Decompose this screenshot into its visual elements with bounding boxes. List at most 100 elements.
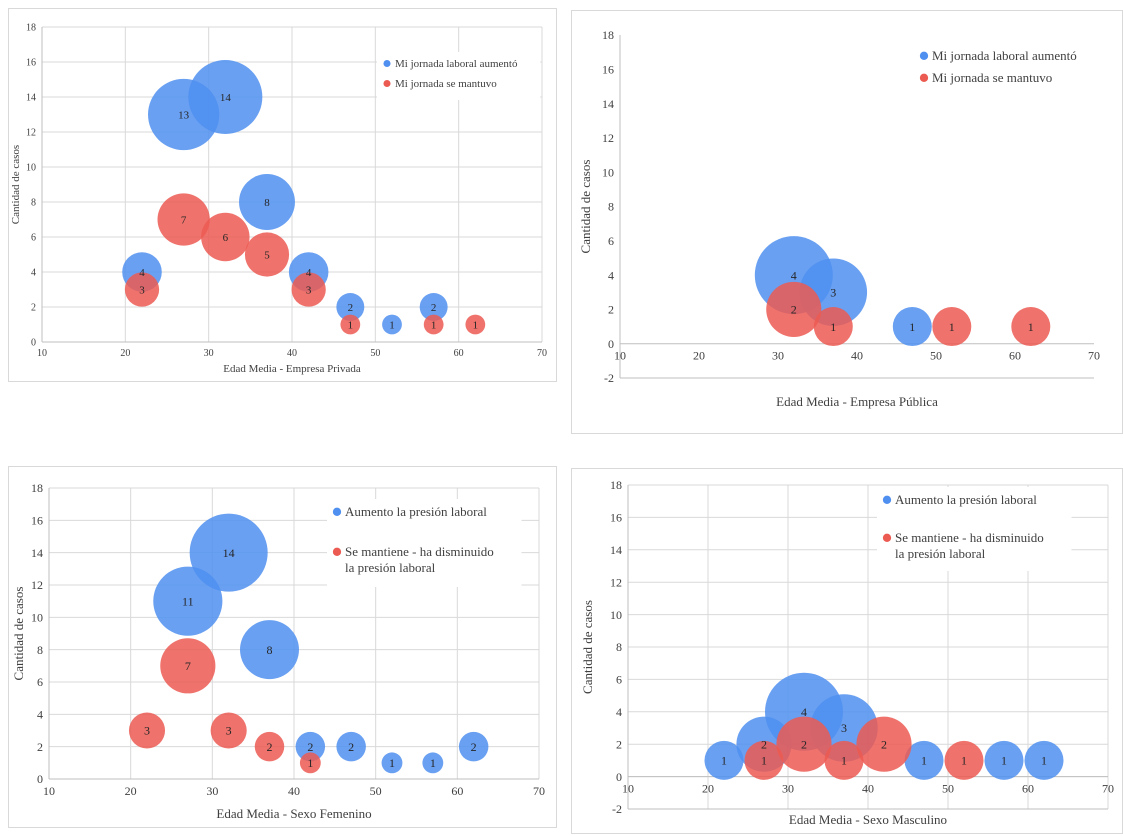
bubble-blue bbox=[1024, 740, 1064, 780]
data-label: 1 bbox=[430, 756, 436, 770]
data-label: 1 bbox=[761, 754, 767, 768]
data-label: 1 bbox=[1001, 754, 1007, 768]
data-label: 7 bbox=[181, 214, 187, 226]
bubble-red bbox=[291, 272, 326, 307]
bubble-blue bbox=[189, 513, 268, 592]
bubble-blue bbox=[458, 731, 489, 762]
data-label: 2 bbox=[791, 303, 797, 317]
y-tick-label: 10 bbox=[26, 163, 36, 174]
x-axis-title: Edad Media - Sexo Femenino bbox=[216, 806, 371, 821]
y-tick-label: 16 bbox=[610, 511, 622, 525]
x-tick-label: 60 bbox=[451, 784, 463, 798]
data-label: 2 bbox=[471, 740, 477, 754]
bubble-red bbox=[128, 712, 166, 749]
legend-background bbox=[327, 499, 522, 587]
data-label: 8 bbox=[267, 643, 273, 657]
data-label: 4 bbox=[791, 268, 797, 282]
y-tick-label: 0 bbox=[608, 337, 614, 351]
data-label: 2 bbox=[801, 737, 807, 751]
y-tick-label: 4 bbox=[31, 268, 36, 279]
x-tick-label: 50 bbox=[370, 784, 382, 798]
y-tick-label: 6 bbox=[31, 233, 36, 244]
y-tick-label: 18 bbox=[602, 28, 614, 42]
bubble-blue bbox=[419, 293, 448, 321]
chart-sexo-masculino: 10 20 30 40 50 60 70 -2 0 2 4 6 8 10 12 14 16 18 1 2 4 3 1 1 1 1 2… bbox=[571, 468, 1123, 834]
y-tick-label: 8 bbox=[37, 643, 43, 657]
legend-marker bbox=[919, 73, 929, 82]
data-label: 1 bbox=[909, 320, 915, 334]
data-label: 4 bbox=[801, 705, 807, 719]
data-label: 1 bbox=[841, 754, 847, 768]
y-tick-label: 18 bbox=[26, 23, 36, 34]
y-tick-label: 16 bbox=[31, 514, 43, 528]
data-label: 1 bbox=[721, 754, 727, 768]
x-tick-label: 40 bbox=[862, 782, 874, 796]
bubble-red bbox=[813, 307, 853, 347]
data-label: 4 bbox=[306, 267, 312, 279]
data-label: 4 bbox=[139, 267, 145, 279]
legend-label: Mi jornada laboral aumentó bbox=[395, 58, 518, 70]
y-tick-label: 4 bbox=[608, 268, 614, 282]
bubble-blue bbox=[188, 60, 263, 134]
data-label: 2 bbox=[348, 740, 354, 754]
bubble-red bbox=[244, 232, 290, 277]
x-tick-label: 40 bbox=[287, 348, 297, 359]
data-label: 2 bbox=[881, 737, 887, 751]
bubble-blue bbox=[382, 314, 402, 335]
bubble-red bbox=[465, 314, 486, 335]
bubble-red bbox=[1011, 307, 1051, 347]
x-tick-label: 10 bbox=[622, 782, 634, 796]
bubble-red bbox=[423, 314, 444, 335]
data-label: 1 bbox=[830, 320, 836, 334]
bubble-red bbox=[776, 716, 832, 772]
data-label: 1 bbox=[348, 319, 354, 331]
data-label: 1 bbox=[961, 754, 967, 768]
x-axis-title: Edad Media - Sexo Masculino bbox=[789, 812, 947, 827]
x-tick-label: 30 bbox=[772, 349, 784, 363]
y-axis-title: Cantidad de casos bbox=[580, 600, 595, 694]
bubble-blue bbox=[984, 740, 1024, 780]
x-tick-label: 40 bbox=[288, 784, 300, 798]
chart-empresa-privada: 10 20 30 40 50 60 70 0 2 4 6 8 10 12 14 16 18 4 13 14 8 4 2 1 2 3… bbox=[8, 8, 557, 382]
y-tick-label: 12 bbox=[610, 575, 622, 589]
y-tick-label: 14 bbox=[602, 97, 614, 111]
x-tick-label: 60 bbox=[1009, 349, 1021, 363]
legend-marker bbox=[332, 547, 342, 556]
data-label: 1 bbox=[473, 319, 479, 331]
bubble-blue bbox=[904, 740, 944, 780]
y-tick-label: 16 bbox=[26, 58, 36, 69]
y-axis-title: Cantidad de casos bbox=[578, 160, 593, 254]
data-label: 13 bbox=[178, 109, 190, 121]
y-tick-label: -2 bbox=[612, 802, 622, 816]
y-tick-label: 4 bbox=[37, 708, 43, 722]
data-label: 7 bbox=[185, 659, 191, 673]
data-label: 1 bbox=[431, 319, 437, 331]
y-tick-label: 6 bbox=[37, 675, 43, 689]
y-tick-label: 8 bbox=[608, 200, 614, 214]
bubble-red bbox=[157, 193, 210, 246]
x-tick-label: 70 bbox=[537, 348, 547, 359]
data-label: 3 bbox=[139, 284, 145, 296]
data-label: 2 bbox=[761, 737, 767, 751]
data-label: 3 bbox=[306, 284, 312, 296]
x-tick-label: 30 bbox=[204, 348, 214, 359]
bubble-blue bbox=[381, 752, 403, 774]
bubble-blue bbox=[239, 174, 295, 230]
chart-sexo-femenino: 10 20 30 40 50 60 70 0 2 4 6 8 10 12 14 16 18 11 14 8 2 2 1 1 2 3… bbox=[8, 466, 557, 828]
legend-label: Se mantiene - ha disminuido la presión la… bbox=[345, 544, 494, 575]
data-label: 3 bbox=[830, 285, 836, 299]
y-tick-label: -2 bbox=[604, 371, 614, 385]
x-tick-label: 30 bbox=[206, 784, 218, 798]
bubble-red bbox=[299, 752, 321, 774]
chart-empresa-publica: 10 20 30 40 50 60 70 -2 0 2 4 6 8 10 12 14 16 18 4 3 1 2 1 1 1 Ed… bbox=[571, 10, 1123, 434]
bubble-blue bbox=[336, 731, 366, 762]
bubble-red bbox=[124, 272, 160, 307]
data-label: 3 bbox=[841, 721, 847, 735]
y-tick-label: 8 bbox=[616, 640, 622, 654]
y-tick-label: 4 bbox=[616, 705, 622, 719]
bubble-red bbox=[340, 314, 361, 335]
data-label: 2 bbox=[348, 302, 354, 314]
legend-label: Mi jornada se mantuvo bbox=[395, 78, 497, 90]
